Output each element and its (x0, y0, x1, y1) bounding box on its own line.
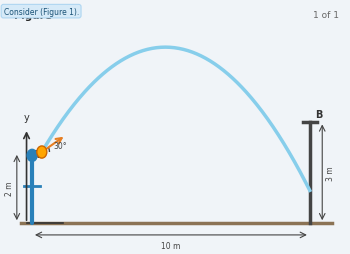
Text: y: y (24, 112, 29, 122)
Text: Figure: Figure (14, 11, 52, 21)
Text: 1 of 1: 1 of 1 (313, 11, 339, 20)
Text: Consider (Figure 1).: Consider (Figure 1). (4, 8, 79, 17)
Text: 2 m: 2 m (5, 181, 14, 195)
Text: A: A (32, 150, 40, 160)
Circle shape (37, 146, 47, 158)
Text: 3 m: 3 m (326, 165, 335, 180)
Text: 10 m: 10 m (161, 241, 181, 250)
Text: B: B (315, 109, 322, 119)
Circle shape (27, 150, 37, 162)
Text: 30°: 30° (54, 141, 67, 150)
